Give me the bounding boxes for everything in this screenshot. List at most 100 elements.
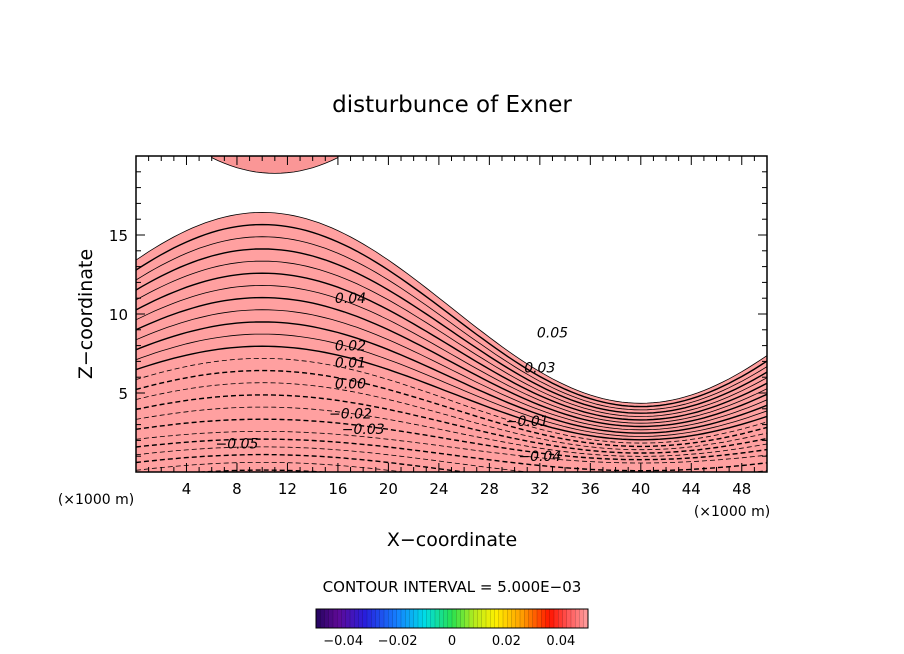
contour-label: 0.00 (335, 376, 366, 392)
contour-line (136, 406, 767, 457)
colorbar-cell (439, 609, 444, 628)
colorbar-cell (456, 609, 461, 628)
colorbar-tick-labels: −0.04 −0.02 0 0.02 0.04 (323, 634, 575, 649)
contour-label: 0.03 (524, 361, 555, 377)
colorbar-cell (426, 609, 432, 628)
colorbar-cell (413, 609, 419, 628)
chart-title: disturbunce of Exner (332, 92, 572, 118)
colorbar-tick-label: 0.04 (546, 634, 575, 649)
contour-line (136, 309, 767, 431)
contour-label: −0.01 (506, 414, 549, 430)
colorbar-cell (486, 609, 491, 628)
colorbar-tick-label: −0.02 (378, 634, 418, 649)
contour-line (136, 211, 767, 404)
colorbar-cell (566, 609, 572, 628)
colorbar-cell (367, 609, 372, 628)
colorbar (315, 608, 589, 629)
x-tick-label: 8 (232, 480, 242, 498)
colorbar-cell (354, 609, 359, 628)
contour-line (136, 272, 767, 421)
colorbar-cell (452, 609, 457, 628)
top-contour-cap (211, 156, 339, 174)
colorbar-cell (511, 609, 517, 628)
contour-label: 0.01 (335, 356, 366, 372)
x-tick-label: 44 (682, 480, 701, 498)
colorbar-cell (345, 609, 351, 628)
contour-line (136, 430, 767, 464)
contour-line (136, 418, 767, 461)
colorbar-cell (545, 609, 551, 628)
colorbar-cell (494, 609, 500, 628)
x-tick-label: 36 (581, 480, 600, 498)
colorbar-cell (490, 609, 495, 628)
contour-line (136, 446, 767, 472)
x-tick-label: 32 (530, 480, 549, 498)
x-tick-label: 28 (480, 480, 499, 498)
contour-line (136, 223, 767, 408)
colorbar-cell (337, 609, 342, 628)
contour-band (136, 470, 767, 472)
colorbar-tick-label: −0.04 (323, 634, 363, 649)
contour-line (136, 284, 767, 424)
colorbar-cell (579, 609, 585, 628)
contour-label: −0.04 (518, 449, 561, 465)
colorbar-frame (315, 608, 589, 629)
colorbar-cell (371, 609, 376, 628)
colorbar-cell (422, 609, 427, 628)
contour-label: −0.03 (342, 422, 385, 438)
y-tick-label: 5 (118, 385, 128, 403)
colorbar-cell (575, 609, 580, 628)
contour-line (136, 369, 767, 448)
colorbar-cell (473, 609, 478, 628)
colorbar-cell (498, 609, 504, 628)
colorbar-cell (396, 609, 402, 628)
contour-line-layer (136, 211, 767, 472)
colorbar-cell (549, 609, 555, 628)
colorbar-cell (362, 609, 368, 628)
colorbar-cell (481, 609, 487, 628)
contour-line (136, 248, 767, 414)
colorbar-cell (583, 609, 589, 628)
colorbar-cell (409, 609, 415, 628)
colorbar-cell (571, 609, 576, 628)
contour-line (136, 260, 767, 417)
colorbar-cell (520, 609, 525, 628)
no-data-region (136, 156, 767, 404)
x-tick-label: 4 (182, 480, 192, 498)
contour-label: −0.05 (216, 436, 259, 452)
contour-line (136, 382, 767, 451)
colorbar-cell (379, 609, 385, 628)
colorbar-cell (469, 609, 474, 628)
contour-label: 0.05 (537, 326, 568, 342)
x-tick-label: 24 (429, 480, 448, 498)
colorbar-tick-label: 0.02 (492, 634, 521, 649)
colorbar-cell (358, 609, 364, 628)
colorbar-cell (320, 609, 325, 628)
contour-line (136, 394, 767, 454)
colorbar-cell (477, 609, 483, 628)
x-tick-label: 16 (328, 480, 347, 498)
colorbar-cell (515, 609, 521, 628)
colorbar-cell (464, 609, 470, 628)
x-unit-right: (×1000 m) (694, 504, 770, 520)
colorbar-cell (562, 609, 568, 628)
colorbar-cell (435, 609, 440, 628)
colorbar-cell (405, 609, 410, 628)
contour-labels: 0.04 0.05 0.03 0.02 0.01 0.00 −0.01 −0.02−0.03 −… (216, 291, 569, 465)
contour-line (136, 333, 767, 437)
colorbar-cell (554, 609, 559, 628)
y-tick-label: 15 (109, 227, 128, 245)
contour-line (136, 296, 767, 428)
contour-line (136, 236, 767, 411)
colorbar-cell (350, 609, 355, 628)
x-tick-label: 12 (278, 480, 297, 498)
contour-label: −0.02 (329, 406, 372, 422)
y-axis-ticks: 5 10 15 (109, 171, 767, 457)
contour-interval-text: CONTOUR INTERVAL = 5.000E−03 (323, 578, 582, 596)
colorbar-cell (316, 609, 321, 628)
colorbar-cell (430, 609, 436, 628)
colorbar-cell (532, 609, 538, 628)
contour-line (136, 461, 407, 472)
colorbar-cell (375, 609, 381, 628)
